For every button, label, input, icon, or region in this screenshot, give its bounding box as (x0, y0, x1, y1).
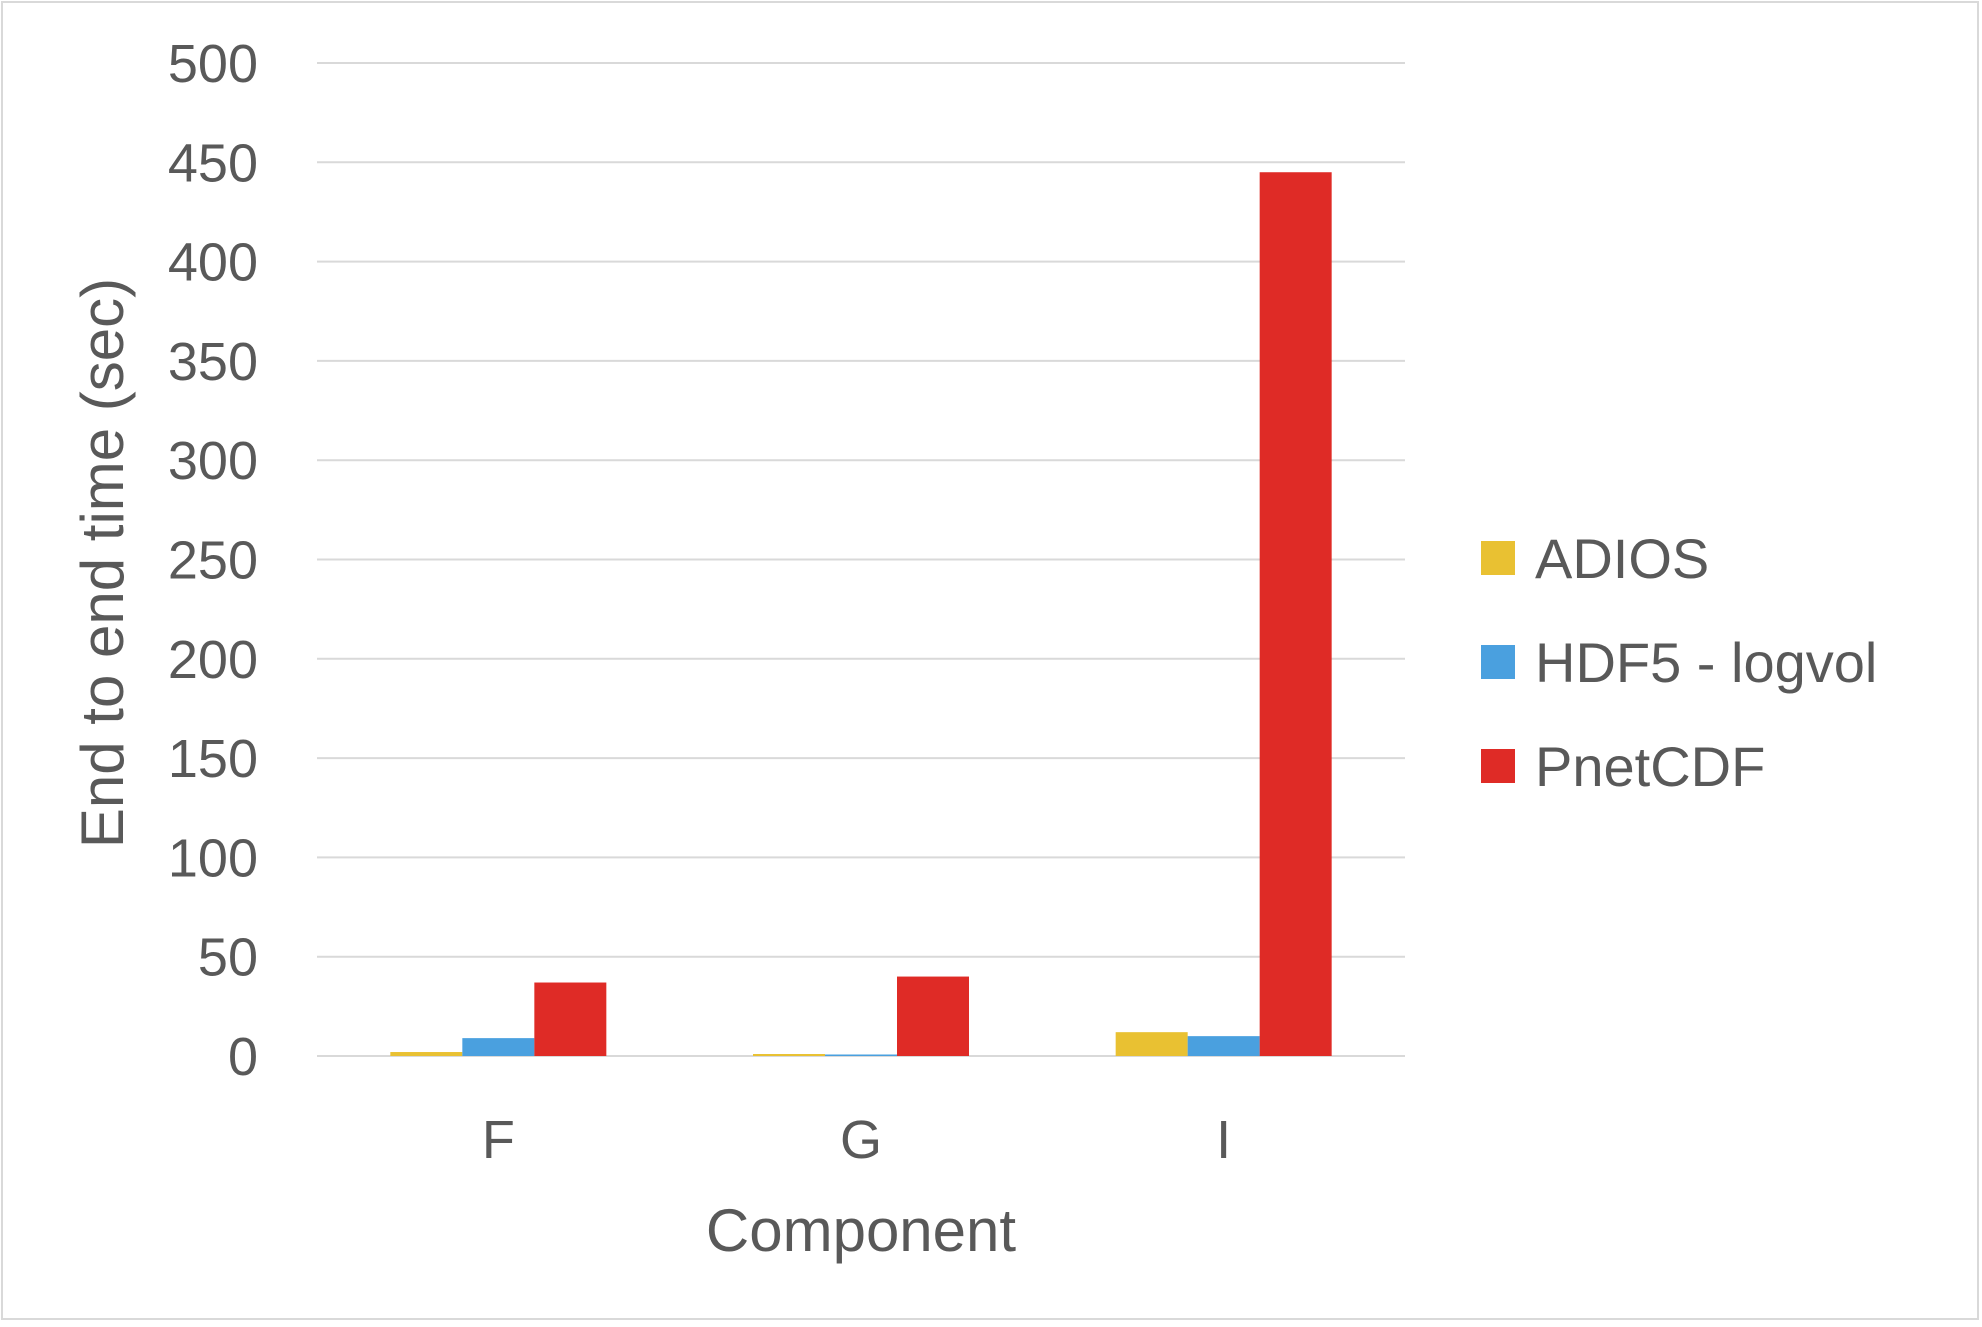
bar-chart: 0 50 100 150 200 250 300 350 400 450 500 F G I End t… (69, 34, 1877, 1264)
y-tick-label: 100 (168, 828, 258, 888)
y-tick-label: 450 (168, 133, 258, 193)
legend-swatch (1481, 645, 1515, 679)
x-tick-label: G (840, 1110, 882, 1170)
bar-pnetcdf-f (534, 982, 607, 1056)
x-axis-title: Component (706, 1197, 1017, 1264)
legend-label: ADIOS (1535, 527, 1709, 590)
y-tick-label: 250 (168, 531, 258, 591)
y-axis-title: End to end time (sec) (69, 278, 136, 848)
x-tick-label: I (1216, 1110, 1231, 1170)
legend-label: HDF5 - logvol (1535, 631, 1877, 694)
bar-pnetcdf-i (1259, 172, 1332, 1057)
bar-pnetcdf-g (897, 976, 969, 1056)
bar-adios-i (1115, 1032, 1188, 1056)
bar-adios-f (390, 1052, 463, 1056)
y-tick-label: 150 (168, 729, 258, 789)
y-tick-label: 300 (168, 431, 258, 491)
legend-swatch (1481, 541, 1515, 575)
bar-hdf5-logvol-g (825, 1054, 897, 1056)
bar-adios-g (753, 1054, 825, 1056)
y-tick-label: 350 (168, 332, 258, 392)
y-tick-label: 50 (198, 928, 258, 988)
bar-hdf5-logvol-i (1187, 1036, 1260, 1056)
y-axis-ticks: 0 50 100 150 200 250 300 350 400 450 500 (168, 34, 258, 1087)
bars (390, 172, 1332, 1057)
legend-label: PnetCDF (1535, 735, 1765, 798)
y-tick-label: 200 (168, 630, 258, 690)
y-tick-label: 500 (168, 34, 258, 94)
x-tick-label: F (482, 1110, 515, 1170)
gridlines (317, 62, 1405, 1057)
y-tick-label: 400 (168, 233, 258, 293)
y-tick-label: 0 (228, 1027, 258, 1087)
legend: ADIOS HDF5 - logvol PnetCDF (1481, 527, 1877, 798)
bar-hdf5-logvol-f (462, 1038, 535, 1056)
legend-swatch (1481, 749, 1515, 783)
